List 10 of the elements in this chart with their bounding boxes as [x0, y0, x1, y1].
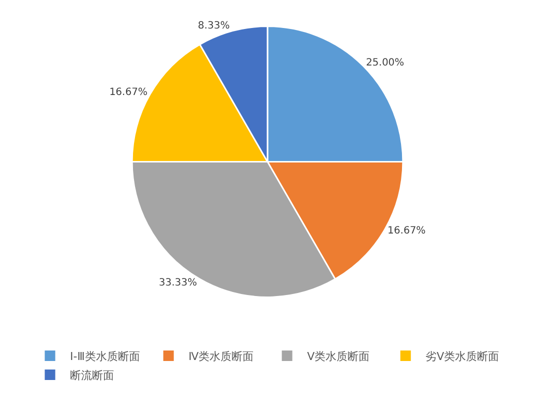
- data-label: 16.67%: [109, 87, 148, 98]
- legend-label: 断流断面: [70, 369, 114, 382]
- legend-label: Ⅴ类水质断面: [307, 350, 370, 364]
- data-label: 33.33%: [158, 278, 198, 289]
- data-label: 25.00%: [366, 58, 404, 69]
- legend-label: 劣Ⅴ类水质断面: [426, 350, 500, 364]
- data-label: 8.33%: [198, 20, 230, 32]
- legend-label: Ⅳ类水质断面: [188, 350, 254, 364]
- data-label: 16.67%: [388, 225, 426, 236]
- legend-label: Ⅰ-Ⅲ类水质断面: [70, 350, 140, 364]
